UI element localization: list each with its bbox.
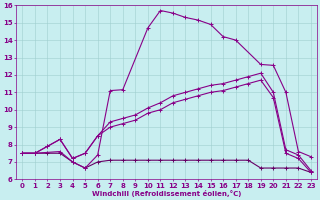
X-axis label: Windchill (Refroidissement éolien,°C): Windchill (Refroidissement éolien,°C) [92,190,241,197]
